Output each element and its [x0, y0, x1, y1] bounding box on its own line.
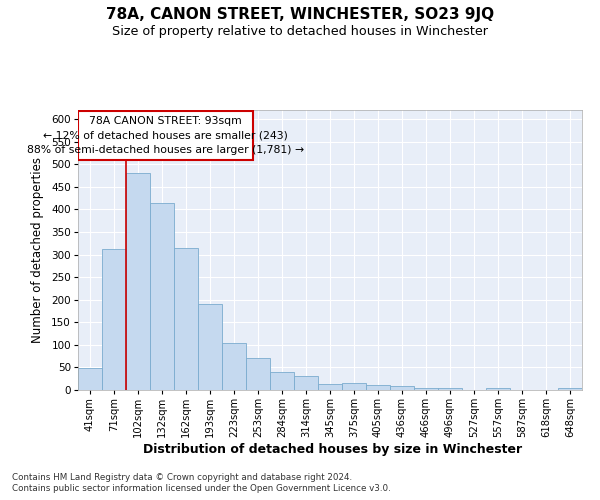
Bar: [78, 112, 253, 160]
Bar: [390, 386, 414, 390]
Bar: [270, 372, 294, 390]
Bar: [342, 383, 366, 390]
Bar: [102, 249, 126, 390]
Bar: [414, 388, 438, 390]
Bar: [486, 388, 510, 390]
Bar: [126, 173, 150, 390]
Bar: [318, 384, 342, 390]
Bar: [366, 386, 390, 390]
Text: Size of property relative to detached houses in Winchester: Size of property relative to detached ho…: [112, 25, 488, 38]
Bar: [438, 388, 462, 390]
Bar: [222, 343, 246, 390]
Text: Contains public sector information licensed under the Open Government Licence v3: Contains public sector information licen…: [12, 484, 391, 493]
Y-axis label: Number of detached properties: Number of detached properties: [31, 157, 44, 343]
Text: 78A, CANON STREET, WINCHESTER, SO23 9JQ: 78A, CANON STREET, WINCHESTER, SO23 9JQ: [106, 8, 494, 22]
Bar: [150, 202, 174, 390]
Bar: [246, 358, 270, 390]
Bar: [174, 248, 198, 390]
Bar: [294, 376, 318, 390]
Bar: [78, 368, 102, 390]
Text: 78A CANON STREET: 93sqm
← 12% of detached houses are smaller (243)
88% of semi-d: 78A CANON STREET: 93sqm ← 12% of detache…: [27, 116, 304, 156]
Text: Distribution of detached houses by size in Winchester: Distribution of detached houses by size …: [143, 442, 523, 456]
Bar: [558, 388, 582, 390]
Text: Contains HM Land Registry data © Crown copyright and database right 2024.: Contains HM Land Registry data © Crown c…: [12, 472, 352, 482]
Bar: [198, 304, 222, 390]
